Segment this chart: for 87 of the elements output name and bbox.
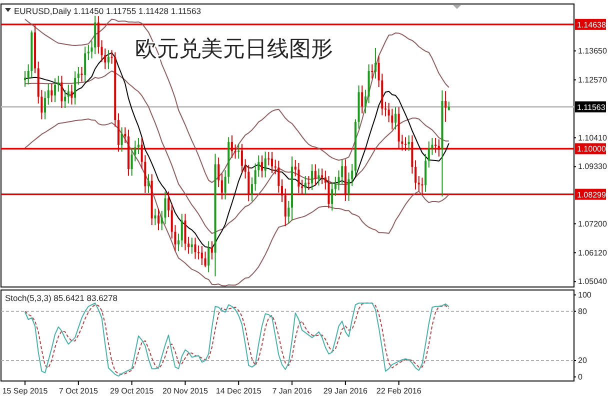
candlestick: [364, 89, 366, 114]
y-tick-label: 1.09330: [578, 162, 608, 172]
x-tick-label: 20 Nov 2015: [162, 386, 208, 396]
ref-line-label: 1.14638: [577, 20, 606, 30]
candlestick: [288, 200, 290, 224]
x-tick-label: 14 Dec 2015: [216, 386, 262, 396]
x-tick-label: 29 Oct 2015: [110, 386, 154, 396]
candlestick: [318, 168, 320, 186]
y-tick-label: 1.10410: [578, 133, 608, 142]
candlestick: [120, 126, 123, 152]
candlestick: [47, 83, 50, 106]
candlestick: [250, 176, 253, 202]
candlestick: [444, 90, 447, 122]
line-series: [24, 70, 450, 234]
y-tick-label: 1.12570: [578, 75, 608, 84]
line-series: [24, 118, 450, 286]
x-tick-label: 15 Sep 2015: [2, 386, 48, 396]
x-tick-label: 7 Oct 2015: [58, 386, 99, 396]
y-tick-label: 100: [578, 290, 592, 300]
text: 欧元兑美元日线图形: [135, 36, 333, 61]
candlestick: [321, 168, 324, 185]
ref-line-label: 1.08299: [577, 190, 606, 200]
candlestick: [268, 151, 270, 166]
ref-line-label: 1.10000: [577, 144, 606, 154]
candlestick: [331, 182, 334, 212]
candlestick: [238, 143, 240, 160]
candlestick: [428, 140, 430, 168]
candlestick: [67, 84, 70, 104]
candlestick: [334, 176, 336, 196]
ref-line-label: 1.11563: [577, 102, 606, 112]
candlestick: [361, 84, 364, 114]
candlestick: [77, 66, 80, 86]
candlestick: [57, 75, 60, 92]
y-tick-label: 80: [578, 306, 588, 316]
candlestick: [314, 164, 316, 186]
annotation: EURUSD,Daily 1.11450 1.11755 1.11428 1.11563: [14, 6, 202, 16]
candlestick: [194, 237, 196, 260]
candlestick: [260, 154, 263, 178]
candlestick: [418, 176, 420, 192]
candlestick: [394, 106, 396, 130]
candlestick: [158, 208, 160, 231]
candlestick: [60, 75, 63, 108]
candlestick: [84, 46, 86, 82]
candlestick: [218, 157, 220, 188]
candlestick: [184, 213, 186, 251]
y-tick-label: 1.05040: [578, 277, 608, 286]
candlestick: [208, 240, 210, 273]
candlestick: [87, 44, 90, 61]
candlestick: [190, 237, 193, 254]
y-tick-label: 20: [578, 356, 588, 366]
candlestick: [188, 236, 190, 254]
candlestick: [414, 160, 417, 190]
line-series: [24, 18, 450, 183]
candlestick: [124, 126, 126, 144]
candlestick: [304, 176, 306, 196]
candlestick: [371, 64, 374, 79]
candlestick: [154, 208, 156, 226]
candlestick: [70, 84, 73, 105]
candlestick: [137, 137, 140, 155]
candlestick: [24, 70, 26, 88]
candlestick: [408, 134, 410, 152]
candlestick: [64, 90, 66, 108]
candlestick: [180, 213, 183, 248]
candlestick: [210, 240, 213, 260]
x-tick-label: 7 Jan 2016: [272, 386, 312, 396]
y-tick-label: 1.06120: [578, 248, 608, 258]
candlestick: [44, 90, 46, 120]
candlestick: [198, 244, 200, 260]
x-tick-label: 22 Feb 2016: [376, 386, 422, 396]
candlestick: [107, 50, 110, 70]
candlestick: [147, 174, 150, 194]
candlestick: [50, 83, 53, 103]
candlestick: [80, 66, 83, 82]
candlestick: [264, 151, 266, 178]
y-tick-label: 1.07200: [578, 219, 608, 228]
y-tick-label: 1.13650: [578, 46, 608, 56]
candlestick: [54, 78, 56, 103]
x-tick-label: 29 Jan 2016: [323, 386, 368, 396]
candlestick: [178, 233, 180, 252]
candlestick: [374, 47, 376, 79]
candlestick: [270, 151, 273, 174]
candlestick: [308, 176, 310, 190]
candlestick: [74, 70, 76, 105]
y-tick-label: 0: [578, 372, 583, 382]
chart-title: Stoch(5,3,3) 85.6421 83.6278: [5, 293, 118, 303]
candlestick: [311, 164, 314, 190]
candlestick: [200, 245, 203, 266]
